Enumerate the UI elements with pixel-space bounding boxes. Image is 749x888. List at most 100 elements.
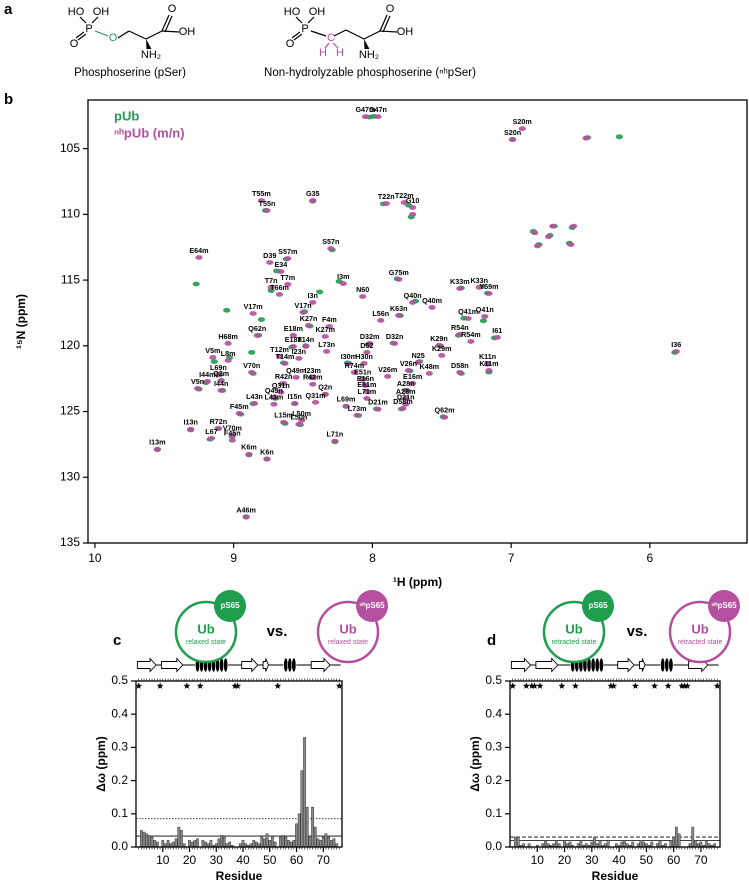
peak-label: I13m [149,438,165,447]
unassigned-marker [531,682,538,689]
bond [332,42,339,49]
peak-label: E51m [357,380,376,389]
vs-label: vs. [267,623,288,640]
peak-label: A46m [236,506,256,515]
peak [309,300,317,305]
peak-label: K11n [479,352,496,361]
bond [293,33,303,41]
unassigned-marker [651,682,658,689]
atom-label: O [286,38,295,50]
peak [456,331,464,337]
phospho-site [356,590,388,622]
site-label: ⁿʰpS65 [711,601,737,610]
y-tick-label: 125 [60,404,80,418]
bar [321,836,325,848]
peak-label: L56n [372,309,389,318]
bar [590,841,594,848]
bar [579,840,583,848]
peak [295,421,303,427]
peak [425,371,433,376]
peak-label: F4m [322,315,337,324]
peak [321,334,329,339]
peak-label: H68m [218,332,238,341]
peak-label: D58n [451,361,469,370]
peak [224,358,232,363]
atom-label: P [85,23,92,35]
peak-label: L71m [357,387,376,396]
peak-label: Q41n [476,305,494,314]
bar [228,841,232,848]
bar [568,841,572,848]
peak-label: I13n [183,418,197,427]
peak [438,353,446,358]
peak-label: K11m [479,359,498,368]
peak-label: K29m [432,344,452,353]
peak [366,341,374,346]
bond [117,30,130,39]
peak [402,401,410,407]
peak-label: L15m [274,411,293,420]
y-tick-label: 0.4 [111,706,128,720]
unassigned-marker [536,682,544,689]
bar [209,840,213,848]
bond [379,30,398,33]
x-tick-label: 7 [508,551,515,565]
bar [145,833,149,848]
x-tick-label: 70 [694,853,708,867]
beta-strand [310,657,331,673]
peak [270,394,278,400]
bar [265,833,269,848]
y-tick-label: 0.0 [111,839,128,853]
peak-label: Q41m [458,307,478,316]
peak-label: V26n [400,359,417,368]
bar [273,841,277,848]
peak [508,137,517,143]
peak-label: K63n [390,304,408,313]
bar [180,830,183,848]
peak [399,405,407,411]
molecule-caption: Non-hydrolyzable phosphoserine (ⁿʰpSer) [264,67,476,79]
peak [228,432,236,438]
x-tick-label: 6 [647,551,654,565]
x-tick-label: 30 [585,853,599,867]
bar [222,836,226,848]
peak [467,339,475,344]
peak [395,277,403,282]
peak [298,417,306,423]
peak-label: K48m [420,362,440,371]
peak-label: R54m [461,330,481,339]
peak-label: T66m [270,283,289,292]
peak-label: I3n [308,291,318,300]
peak [153,446,161,452]
bar [563,840,566,848]
peak-label: Y59m [479,282,498,291]
bar [139,830,143,848]
peak-label: G75m [389,268,409,277]
bar [639,840,643,848]
peak [323,349,331,354]
peak-label: D39 [263,251,276,260]
bar [674,826,678,848]
bond [291,31,301,39]
peak [291,400,299,406]
peak [277,269,285,274]
peak [569,223,578,229]
bar [303,737,306,848]
atom-label: H [319,47,327,59]
peak [214,425,223,431]
peak [187,426,195,432]
peak-label: Q31m [306,391,326,400]
peak-label: V17n [294,301,311,310]
peak-label: E64m [189,246,208,255]
bar [694,840,697,848]
peak-label: R72n [210,417,228,426]
peak-label: A28n [397,379,415,388]
bond [295,16,303,24]
peak [391,341,399,346]
peak [284,256,292,261]
peak [203,379,211,384]
peak [248,369,256,375]
bar [313,826,317,848]
bar [201,840,205,848]
helix-turn [664,657,670,673]
